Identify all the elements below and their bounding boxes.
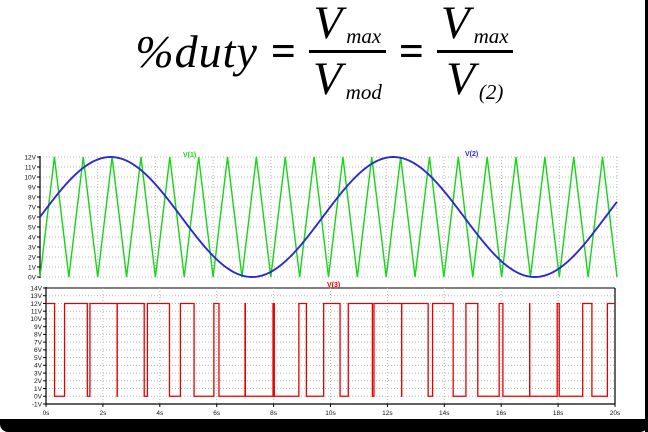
svg-text:11V: 11V [25, 164, 37, 171]
svg-text:6V: 6V [34, 347, 43, 354]
svg-text:12s: 12s [382, 410, 393, 417]
duty-cycle-formula: %duty = V max V mod = V max V (2) [0, 0, 648, 103]
svg-text:14V: 14V [30, 285, 42, 292]
svg-text:6s: 6s [213, 410, 221, 417]
numerator-symbol: V [440, 0, 470, 49]
svg-text:3V: 3V [28, 244, 37, 251]
svg-text:14s: 14s [439, 410, 450, 417]
page-bottom-border [0, 419, 648, 432]
svg-text:10V: 10V [30, 316, 42, 323]
svg-text:8V: 8V [34, 332, 43, 339]
numerator-subscript: max [346, 24, 382, 48]
page-right-border [645, 0, 648, 432]
svg-text:7V: 7V [28, 204, 37, 211]
denominator-subscript: mod [345, 80, 382, 104]
svg-text:9V: 9V [34, 324, 43, 331]
fraction-numerator: V max [437, 0, 513, 47]
svg-text:2V: 2V [34, 378, 43, 385]
svg-text:20s: 20s [610, 410, 621, 417]
svg-text:V(1): V(1) [183, 152, 196, 159]
fraction-vmax-over-v2: V max V (2) [436, 0, 513, 103]
fraction-numerator: V max [310, 0, 386, 47]
fraction-bar [436, 50, 513, 53]
svg-text:12V: 12V [30, 301, 42, 308]
formula-lhs: %duty [135, 26, 258, 77]
svg-text:4V: 4V [28, 234, 37, 241]
numerator-subscript: max [473, 24, 509, 48]
svg-text:0s: 0s [43, 410, 51, 417]
svg-text:-1V: -1V [32, 401, 43, 408]
svg-text:0V: 0V [34, 394, 43, 401]
svg-text:5V: 5V [28, 224, 37, 231]
denominator-symbol: V [312, 53, 342, 105]
fraction-denominator: V (2) [442, 56, 507, 103]
fraction-denominator: V mod [309, 56, 386, 103]
svg-text:9V: 9V [28, 184, 37, 191]
denominator-subscript: (2) [478, 80, 504, 104]
pwm-output-plot: 14V13V12V11V10V9V8V7V6V5V4V3V2V1V0V-1V0s… [30, 282, 621, 417]
svg-text:11V: 11V [31, 309, 43, 316]
svg-text:V(2): V(2) [465, 151, 478, 158]
svg-text:1V: 1V [28, 264, 37, 271]
svg-text:4V: 4V [34, 363, 43, 370]
numerator-symbol: V [313, 0, 343, 49]
svg-text:10s: 10s [325, 410, 336, 417]
svg-text:18s: 18s [553, 410, 564, 417]
svg-text:6V: 6V [28, 214, 37, 221]
svg-text:10V: 10V [24, 174, 36, 181]
equals-sign: = [270, 27, 296, 76]
svg-text:12V: 12V [24, 154, 36, 161]
svg-text:0V: 0V [28, 274, 37, 281]
svg-text:13V: 13V [30, 293, 42, 300]
svg-text:1V: 1V [34, 386, 43, 393]
fraction-vmax-over-vmod: V max V mod [308, 0, 386, 103]
svg-text:8V: 8V [28, 194, 37, 201]
svg-text:5V: 5V [34, 355, 43, 362]
svg-text:3V: 3V [34, 370, 43, 377]
fraction-bar [308, 50, 386, 53]
svg-text:7V: 7V [34, 339, 43, 346]
equals-sign: = [398, 27, 424, 76]
svg-text:4s: 4s [156, 410, 164, 417]
svg-text:V(3): V(3) [327, 282, 340, 289]
svg-text:16s: 16s [496, 410, 507, 417]
svg-text:8s: 8s [270, 410, 278, 417]
carrier-and-modulator-plot: 12V 11V 10V 9V 8V 7V 6V 5V 4V 3V 2V 1V 0V V(1) V(2) [24, 151, 618, 281]
svg-text:2V: 2V [28, 254, 37, 261]
svg-text:2s: 2s [99, 410, 107, 417]
denominator-symbol: V [446, 53, 475, 105]
